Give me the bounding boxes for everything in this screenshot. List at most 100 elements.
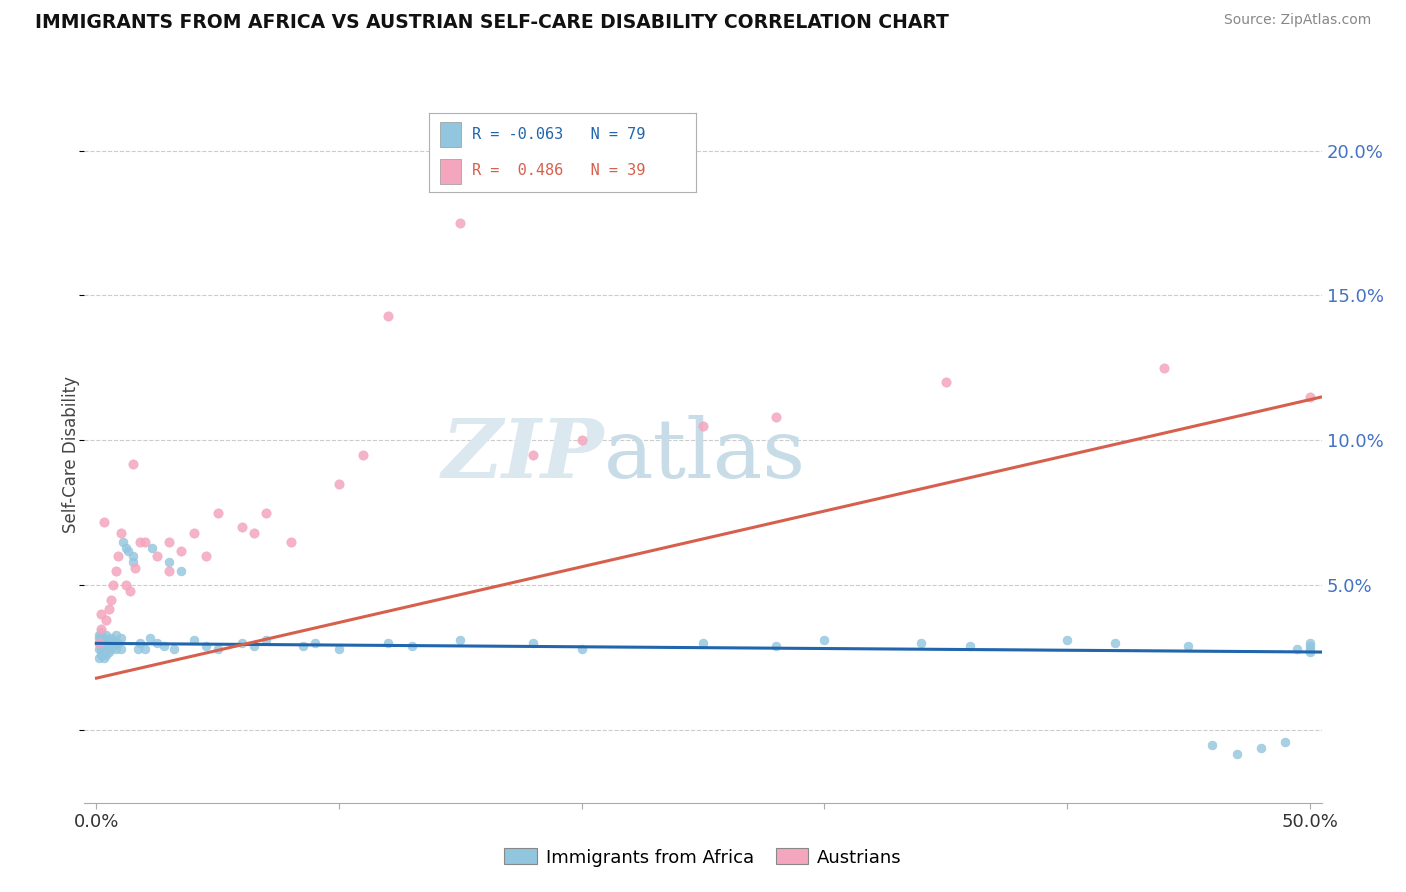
- Point: [90, 607, 112, 622]
- Point: [254, 506, 277, 520]
- Point: [377, 309, 399, 323]
- Point: [194, 639, 217, 653]
- Point: [93, 631, 115, 645]
- Point: [127, 642, 149, 657]
- Point: [87, 642, 110, 657]
- Point: [183, 526, 205, 541]
- Point: [243, 639, 266, 653]
- Point: [112, 534, 135, 549]
- Point: [1226, 747, 1249, 761]
- Point: [129, 636, 152, 650]
- Point: [1056, 633, 1078, 648]
- Point: [100, 642, 122, 657]
- Y-axis label: Self-Care Disability: Self-Care Disability: [62, 376, 80, 533]
- Point: [114, 578, 136, 592]
- Point: [90, 636, 112, 650]
- Point: [120, 584, 142, 599]
- Point: [1104, 636, 1126, 650]
- Point: [571, 642, 593, 657]
- Point: [207, 506, 229, 520]
- Point: [122, 549, 145, 564]
- Point: [87, 651, 110, 665]
- Point: [141, 541, 163, 555]
- Text: IMMIGRANTS FROM AFRICA VS AUSTRIAN SELF-CARE DISABILITY CORRELATION CHART: IMMIGRANTS FROM AFRICA VS AUSTRIAN SELF-…: [35, 13, 949, 32]
- Point: [1250, 740, 1272, 755]
- Point: [93, 645, 115, 659]
- Point: [765, 410, 787, 425]
- Point: [157, 564, 180, 578]
- Point: [134, 534, 156, 549]
- Point: [910, 636, 932, 650]
- Point: [93, 515, 115, 529]
- Point: [449, 633, 471, 648]
- Text: ZIP: ZIP: [441, 415, 605, 495]
- Point: [103, 639, 125, 653]
- Bar: [440, 159, 461, 184]
- Point: [170, 543, 193, 558]
- Point: [96, 648, 118, 662]
- Point: [103, 633, 125, 648]
- Point: [328, 476, 350, 491]
- Point: [87, 628, 110, 642]
- Point: [449, 216, 471, 230]
- Point: [104, 564, 127, 578]
- Point: [87, 636, 110, 650]
- Point: [959, 639, 981, 653]
- Point: [93, 633, 115, 648]
- Point: [1177, 639, 1199, 653]
- Point: [183, 633, 205, 648]
- Point: [100, 631, 122, 645]
- Point: [146, 549, 169, 564]
- Point: [1298, 636, 1320, 650]
- Point: [377, 636, 399, 650]
- Point: [1298, 390, 1320, 404]
- Point: [97, 601, 120, 615]
- Point: [96, 642, 118, 657]
- Point: [90, 622, 112, 636]
- Point: [90, 633, 112, 648]
- Point: [522, 448, 544, 462]
- Point: [765, 639, 787, 653]
- Point: [96, 636, 118, 650]
- Point: [100, 592, 122, 607]
- Point: [401, 639, 423, 653]
- Point: [124, 561, 146, 575]
- Point: [93, 651, 115, 665]
- Point: [231, 520, 253, 534]
- Point: [117, 543, 139, 558]
- Point: [96, 613, 118, 627]
- Point: [97, 645, 120, 659]
- Point: [1201, 738, 1223, 752]
- Point: [194, 549, 217, 564]
- Point: [90, 648, 112, 662]
- Point: [107, 549, 129, 564]
- Point: [352, 448, 374, 462]
- Text: R =  0.486   N = 39: R = 0.486 N = 39: [471, 163, 645, 178]
- Point: [97, 633, 120, 648]
- Point: [522, 636, 544, 650]
- Point: [231, 636, 253, 650]
- Point: [87, 631, 110, 645]
- Point: [280, 534, 302, 549]
- Point: [254, 633, 277, 648]
- Bar: [440, 122, 461, 147]
- Point: [110, 526, 132, 541]
- Point: [163, 642, 186, 657]
- Point: [170, 564, 193, 578]
- Point: [104, 642, 127, 657]
- Point: [328, 642, 350, 657]
- Point: [114, 541, 136, 555]
- Point: [157, 555, 180, 569]
- Point: [692, 419, 714, 434]
- Point: [139, 631, 162, 645]
- Point: [104, 628, 127, 642]
- Point: [100, 636, 122, 650]
- Point: [153, 639, 176, 653]
- Point: [1274, 735, 1296, 749]
- Point: [93, 639, 115, 653]
- Point: [90, 639, 112, 653]
- Point: [90, 642, 112, 657]
- Point: [103, 578, 125, 592]
- Point: [122, 457, 145, 471]
- Point: [110, 631, 132, 645]
